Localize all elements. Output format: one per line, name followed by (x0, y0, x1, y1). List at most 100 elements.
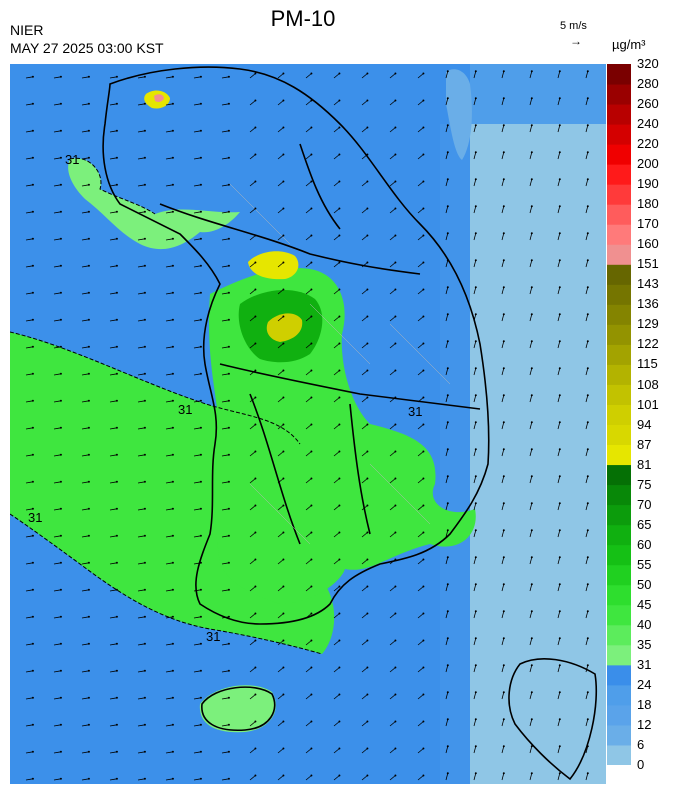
wind-arrow-head (366, 666, 369, 669)
wind-arrow (333, 370, 340, 376)
wind-arrow (53, 346, 61, 349)
wind-arrow-head (310, 315, 313, 318)
wind-arrow (389, 181, 396, 187)
wind-arrow-head (115, 615, 118, 618)
wind-arrow (585, 125, 589, 133)
wind-arrow-head (115, 345, 118, 348)
wind-arrow-head (87, 777, 90, 780)
wind-arrow (445, 719, 449, 727)
wind-arrow (389, 532, 396, 538)
legend-swatch (607, 444, 631, 466)
wind-arrow (501, 503, 505, 511)
wind-arrow (81, 643, 89, 646)
wind-arrow (501, 287, 505, 295)
wind-arrow (81, 508, 89, 511)
wind-arrow (361, 397, 368, 403)
wind-arrow-head (171, 453, 174, 456)
wind-arrow-head (338, 585, 341, 588)
wind-arrow (501, 557, 505, 565)
wind-arrow-head (446, 772, 449, 775)
wind-arrow-head (199, 237, 202, 240)
wind-arrow-head (474, 772, 477, 775)
wind-arrow (221, 427, 229, 430)
wind-arrow-head (227, 399, 230, 402)
wind-arrow-head (366, 342, 369, 345)
wind-arrow (249, 748, 256, 754)
wind-arrow-head (143, 534, 146, 537)
wind-arrow (305, 586, 312, 592)
wind-arrow (333, 316, 340, 322)
wind-arrow (277, 667, 284, 673)
wind-arrow-head (143, 777, 146, 780)
wind-arrow (529, 476, 533, 484)
wind-arrow (109, 103, 117, 106)
wind-arrow-head (558, 448, 561, 451)
wind-arrow (165, 103, 173, 106)
wind-arrow (305, 613, 312, 619)
wind-arrow-head (502, 475, 505, 478)
wind-arrow-head (558, 70, 561, 73)
legend-swatch (607, 604, 631, 626)
wind-arrow (501, 260, 505, 268)
wind-arrow-head (422, 315, 425, 318)
wind-arrow-head (586, 772, 589, 775)
wind-arrow (53, 427, 61, 430)
wind-arrow-head (87, 237, 90, 240)
wind-arrow (445, 665, 449, 673)
wind-arrow-head (310, 207, 313, 210)
wind-arrow-head (227, 237, 230, 240)
wind-arrow (501, 341, 505, 349)
contour-label: 31 (178, 402, 192, 417)
wind-arrow-head (59, 129, 62, 132)
wind-arrow (361, 667, 368, 673)
wind-arrow (445, 557, 449, 565)
wind-arrow-head (115, 129, 118, 132)
wind-arrow (249, 775, 256, 781)
wind-arrow-head (227, 345, 230, 348)
wind-arrow (333, 235, 340, 241)
wind-arrow (53, 670, 61, 673)
wind-arrow (361, 370, 368, 376)
wind-arrow (473, 746, 477, 754)
wind-arrow-head (502, 178, 505, 181)
wind-arrow-head (502, 745, 505, 748)
legend-swatch (607, 284, 631, 305)
wind-arrow-head (87, 453, 90, 456)
wind-arrow-head (115, 480, 118, 483)
wind-arrow (137, 103, 145, 106)
wind-arrow (221, 157, 229, 160)
wind-arrow-head (87, 669, 90, 672)
wind-arrow-head (558, 232, 561, 235)
wind-arrow-head (366, 99, 369, 102)
wind-arrow-head (310, 153, 313, 156)
wind-arrow-head (282, 207, 285, 210)
wind-arrow-head (282, 342, 285, 345)
wind-arrow (249, 289, 256, 295)
wind-arrow-head (227, 696, 230, 699)
wind-arrow (109, 778, 117, 781)
wind-arrow-head (282, 315, 285, 318)
wind-arrow (557, 665, 561, 673)
wind-arrow-head (586, 718, 589, 721)
wind-arrow (529, 665, 533, 673)
wind-arrow (109, 535, 117, 538)
wind-arrow (249, 451, 256, 457)
wind-arrow-head (254, 396, 257, 399)
legend-tick-label: 260 (637, 96, 659, 112)
wind-arrow (25, 535, 33, 538)
wind-arrow-head (282, 558, 285, 561)
wind-arrow (249, 586, 256, 592)
wind-arrow-head (366, 450, 369, 453)
wind-arrow-head (530, 232, 533, 235)
wind-arrow-head (422, 396, 425, 399)
wind-arrow (305, 208, 312, 214)
province-line-5 (299, 143, 341, 230)
wind-arrow-head (31, 102, 34, 105)
wind-arrow (333, 208, 340, 214)
wind-arrow-head (502, 610, 505, 613)
wind-arrow (109, 562, 117, 565)
jeju-zone (199, 685, 276, 733)
wind-arrow (53, 157, 61, 160)
wind-arrow-head (446, 313, 449, 316)
wind-arrow-head (558, 610, 561, 613)
